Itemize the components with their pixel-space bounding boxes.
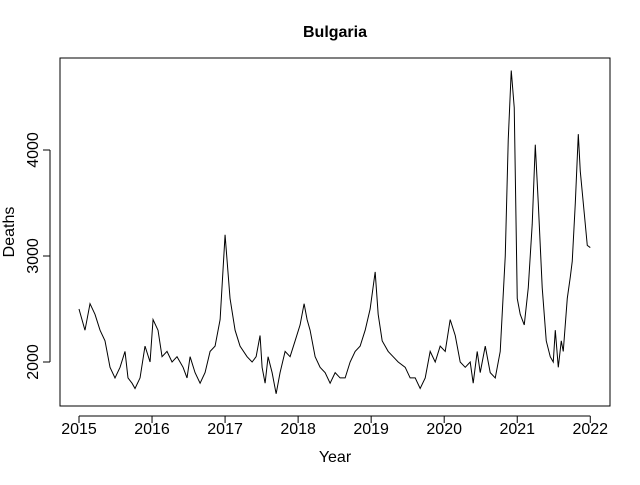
data-line (78, 70, 591, 394)
y-tick-label: 2000 (25, 344, 42, 380)
x-tick-label: 2021 (499, 421, 535, 438)
y-tick-label: 4000 (25, 132, 42, 168)
x-tick-label: 2016 (134, 421, 170, 438)
x-tick-label: 2020 (426, 421, 462, 438)
x-tick-label: 2015 (61, 421, 97, 438)
y-axis-label: Deaths (1, 207, 18, 258)
chart-title: Bulgaria (303, 24, 367, 41)
x-tick-label: 2019 (353, 421, 389, 438)
plot-box (59, 57, 611, 407)
x-tick-label: 2018 (280, 421, 316, 438)
y-tick-label: 3000 (25, 238, 42, 274)
x-axis-label: Year (319, 449, 352, 466)
x-tick-label: 2022 (572, 421, 608, 438)
x-tick-label: 2017 (207, 421, 243, 438)
